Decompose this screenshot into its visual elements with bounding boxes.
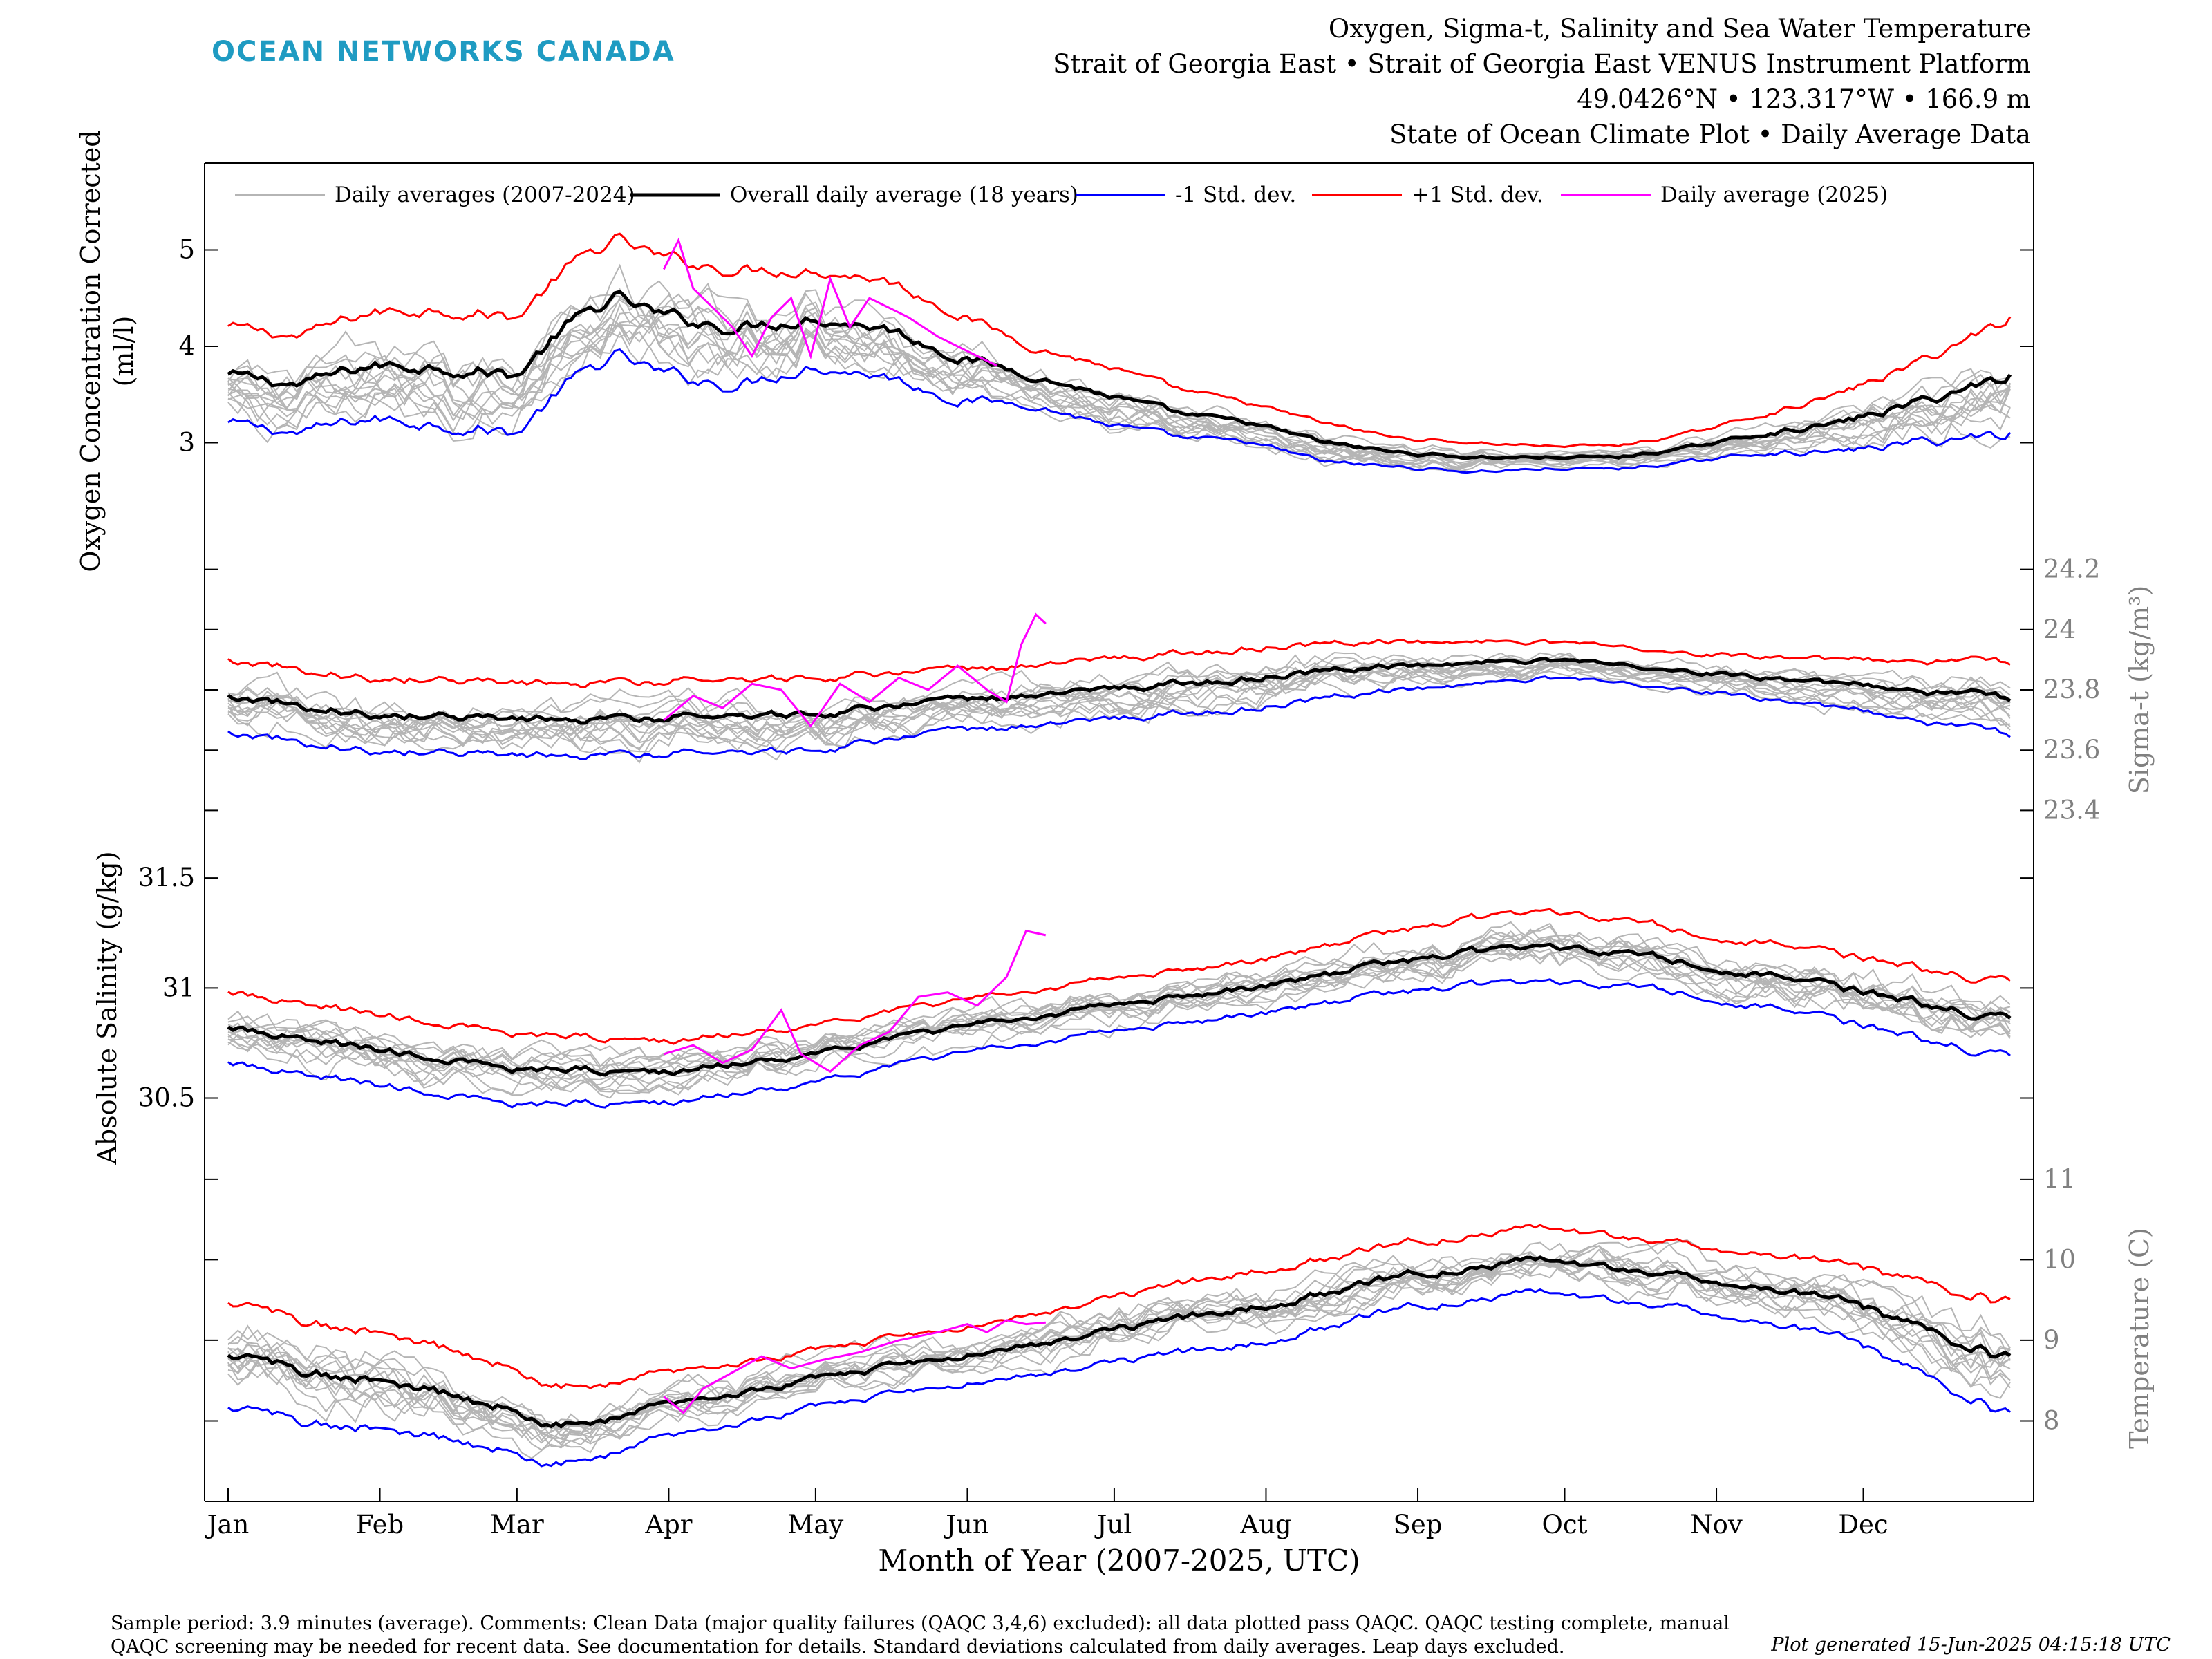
overall-average-line — [227, 656, 2012, 725]
y-tick-label: 10 — [2043, 1244, 2076, 1274]
year-2025-line — [662, 237, 997, 367]
daily-average-line — [227, 944, 2011, 1096]
overall-average-line — [227, 942, 2012, 1077]
y-tick-label: 4 — [178, 331, 195, 361]
legend-year-2025-label: Daily average (2025) — [1660, 182, 1888, 207]
title-line-2: Strait of Georgia East • Strait of Georg… — [1053, 49, 2031, 79]
x-tick-label: Feb — [356, 1510, 404, 1539]
panel-sigma_t: 23.4 23.6 23.8 24 24.2 Sigma-t (kg/m³) — [205, 554, 2155, 825]
onc-logo: OCEAN NETWORKS CANADA — [212, 36, 675, 68]
y-axis-label: Sigma-t (kg/m³) — [2124, 585, 2155, 794]
y-tick-label: 24.2 — [2043, 554, 2100, 584]
daily-average-line — [227, 1244, 2011, 1439]
panel-lines-sigma_t — [227, 612, 2012, 764]
y-tick-label: 9 — [2043, 1325, 2060, 1355]
y-tick-label: 23.6 — [2043, 735, 2100, 765]
daily-average-line — [227, 1255, 2011, 1447]
x-tick-label: Aug — [1239, 1510, 1291, 1539]
x-tick-label: Nov — [1690, 1510, 1743, 1539]
daily-average-line — [227, 1241, 2011, 1442]
legend-minus-sd-label: -1 Std. dev. — [1175, 182, 1296, 207]
plot-generated-stamp: Plot generated 15-Jun-2025 04:15:18 UTC — [1771, 1634, 2171, 1656]
daily-average-line — [227, 294, 2011, 465]
panel-temperature: 8 9 10 11 Temperature (C) — [205, 1164, 2155, 1468]
daily-average-line — [227, 1258, 2011, 1454]
y-tick-label: 11 — [2043, 1164, 2076, 1194]
year-2025-line — [663, 929, 1047, 1074]
x-tick-label: Jul — [1094, 1510, 1132, 1539]
y-axis-label: (ml/l) — [109, 316, 139, 387]
x-tick-label: Apr — [644, 1510, 692, 1539]
x-tick-label: Oct — [1542, 1510, 1588, 1539]
x-tick-label: Jan — [205, 1510, 250, 1539]
daily-average-line — [227, 324, 2011, 464]
panel-salinity: 30.5 31 31.5 Absolute Salinity (g/kg) — [92, 851, 2034, 1165]
overall-average-line — [227, 290, 2012, 460]
title-line-4: State of Ocean Climate Plot • Daily Aver… — [1389, 120, 2031, 149]
daily-average-line — [227, 928, 2011, 1078]
daily-average-line — [227, 301, 2011, 472]
plot-title-block: Oxygen, Sigma-t, Salinity and Sea Water … — [1053, 11, 2031, 152]
minus-sd-line — [227, 675, 2011, 760]
y-tick-label: 23.4 — [2043, 795, 2100, 825]
daily-average-line — [227, 280, 2011, 466]
plus-sd-line — [227, 908, 2011, 1045]
y-axis-label: Temperature (C) — [2124, 1228, 2155, 1449]
daily-average-line — [227, 661, 2011, 753]
panel-lines-salinity — [227, 908, 2012, 1109]
minus-sd-line — [227, 348, 2012, 474]
y-tick-label: 23.8 — [2043, 675, 2100, 704]
plus-sd-line — [227, 639, 2011, 688]
daily-average-line — [227, 936, 2011, 1075]
daily-average-line — [227, 1245, 2011, 1445]
daily-average-line — [227, 282, 2011, 468]
panel-oxygen: 3 4 5 Oxygen Concentration Corrected (ml/l) — [75, 130, 2034, 572]
daily-average-line — [227, 661, 2011, 751]
plus-sd-line — [227, 1224, 2011, 1389]
title-line-1: Oxygen, Sigma-t, Salinity and Sea Water … — [1328, 14, 2031, 44]
y-tick-label: 31 — [162, 973, 195, 1002]
x-tick-label: Dec — [1838, 1510, 1888, 1539]
x-tick-label: Jun — [943, 1510, 989, 1539]
x-axis-label: Month of Year (2007-2025, UTC) — [878, 1544, 1360, 1577]
legend-plus-sd-label: +1 Std. dev. — [1412, 182, 1544, 207]
y-axis-label: Oxygen Concentration Corrected — [75, 130, 106, 572]
legend: Daily averages (2007-2024) Overall daily … — [235, 182, 1888, 207]
y-tick-label: 24 — [2043, 615, 2076, 644]
daily-average-line — [227, 933, 2011, 1080]
footer-note: Sample period: 3.9 minutes (average). Co… — [111, 1613, 1730, 1658]
year-2025-line — [663, 1319, 1046, 1414]
plus-sd-line — [227, 232, 2012, 449]
daily-average-line — [227, 297, 2011, 472]
title-line-3: 49.0426°N • 123.317°W • 166.9 m — [1577, 84, 2031, 114]
y-tick-label: 30.5 — [138, 1083, 195, 1113]
minus-sd-line — [227, 1288, 2011, 1468]
minus-sd-line — [227, 978, 2011, 1109]
x-tick-label: Sep — [1394, 1510, 1443, 1539]
y-axis-label: Absolute Salinity (g/kg) — [92, 851, 122, 1165]
y-tick-label: 31.5 — [138, 863, 195, 892]
x-tick-label: May — [787, 1510, 843, 1539]
daily-average-line — [227, 935, 2011, 1091]
y-tick-label: 8 — [2043, 1405, 2060, 1435]
year-2025-line — [663, 612, 1047, 728]
x-tick-label: Mar — [490, 1510, 544, 1539]
panel-lines-temperature — [227, 1224, 2012, 1468]
daily-average-line — [227, 652, 2011, 744]
panel-lines-oxygen — [227, 232, 2012, 474]
y-tick-label: 3 — [178, 428, 195, 458]
legend-overall-average-label: Overall daily average (18 years) — [730, 182, 1078, 207]
y-tick-label: 5 — [178, 235, 195, 265]
overall-average-line — [227, 1255, 2012, 1429]
legend-daily-averages-label: Daily averages (2007-2024) — [335, 182, 635, 207]
daily-average-line — [227, 1255, 2011, 1441]
